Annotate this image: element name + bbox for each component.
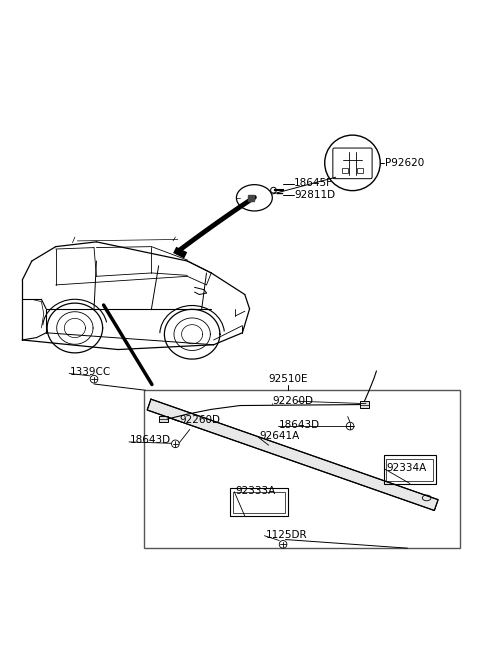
Text: 18643D: 18643D [279,420,320,430]
Text: 92811D: 92811D [294,190,335,201]
Text: P92620: P92620 [384,158,424,168]
Text: 92333A: 92333A [235,485,276,496]
Bar [384,455,436,483]
Bar [159,416,168,422]
Bar [230,488,288,516]
Polygon shape [147,399,438,510]
Text: 92334A: 92334A [386,462,426,473]
Text: 92260D: 92260D [180,415,221,425]
Bar [144,390,460,548]
Text: 1125DR: 1125DR [265,530,307,540]
Bar [342,168,348,173]
Text: 1339CC: 1339CC [70,367,111,377]
Text: 92641A: 92641A [259,431,300,441]
Bar [386,459,433,481]
Text: 18643D: 18643D [130,436,171,445]
Text: 92260D: 92260D [273,396,313,406]
Bar [357,168,363,173]
Text: 92510E: 92510E [268,375,308,384]
Text: 18645F: 18645F [294,178,333,188]
Bar [360,401,369,407]
Bar [233,492,285,513]
